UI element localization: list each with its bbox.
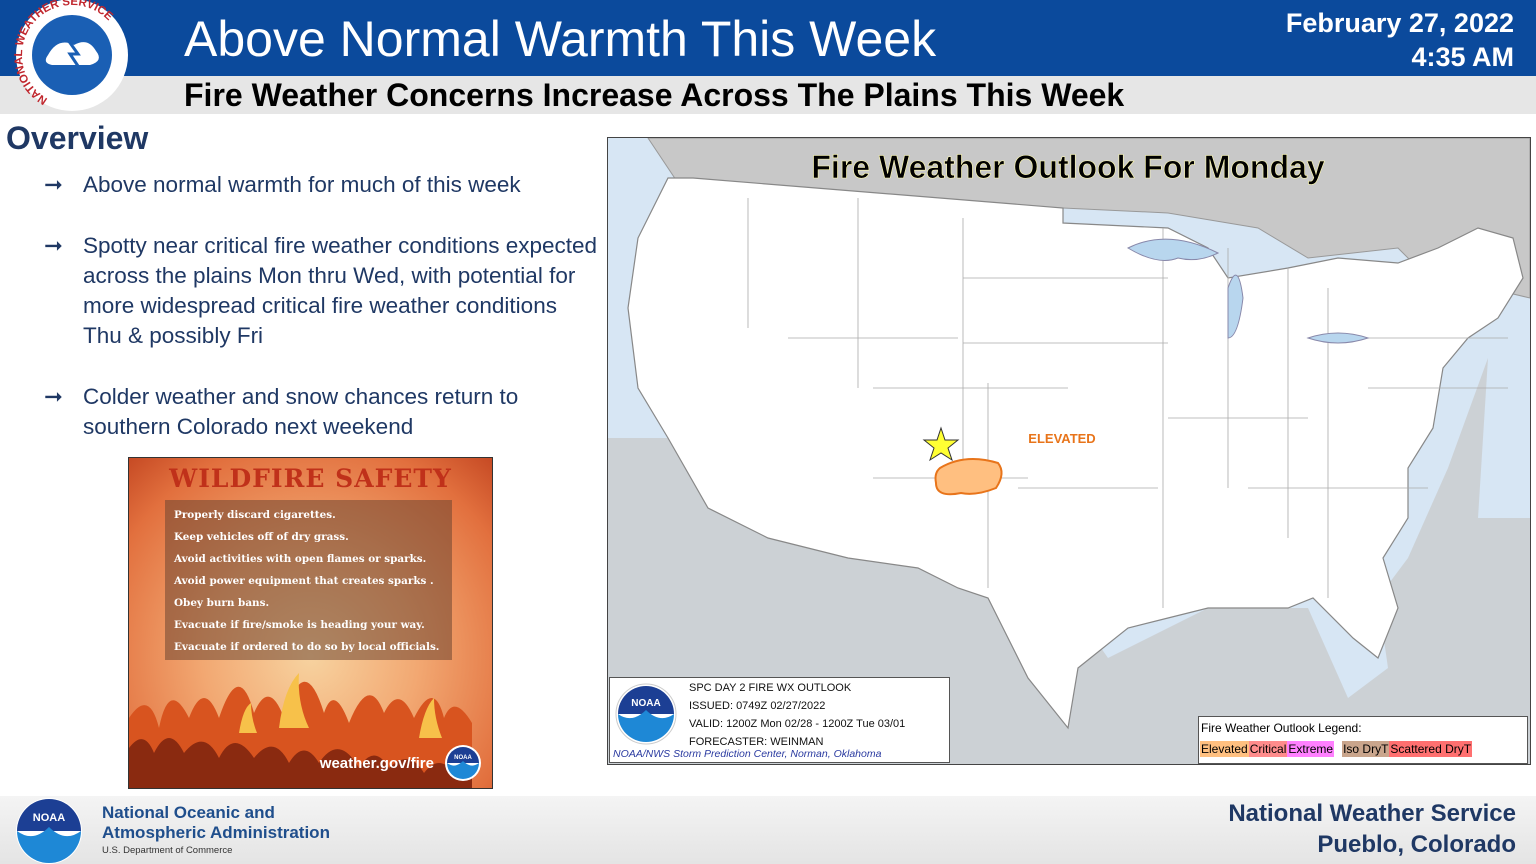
great-lakes bbox=[1126, 238, 1370, 344]
bullet: ➞ Spotty near critical fire weather condi… bbox=[44, 231, 599, 351]
logo-top bbox=[447, 747, 479, 763]
header-band bbox=[0, 0, 1536, 76]
bullet: ➞ Above normal warmth for much of this we… bbox=[44, 170, 599, 200]
logo-top bbox=[618, 686, 674, 714]
bullet: ➞ Colder weather and snow chances return … bbox=[44, 382, 599, 442]
time: 4:35 AM bbox=[1411, 42, 1514, 72]
overview-heading: Overview bbox=[6, 120, 149, 156]
office-line: Pueblo, Colorado bbox=[1317, 831, 1516, 858]
logo-bottom bbox=[447, 761, 479, 779]
outlook-map: ELEVATED Fire Weather Outlook For Monday… bbox=[607, 137, 1531, 765]
bullet-list: ➞ Above normal warmth for much of this we… bbox=[44, 170, 599, 473]
logo-bolt bbox=[66, 39, 84, 73]
timestamp: February 27, 2022 4:35 AM bbox=[1286, 6, 1514, 74]
logo-bottom bbox=[618, 710, 674, 742]
logo-label: NOAA bbox=[454, 755, 472, 761]
safety-tip: Avoid power equipment that creates spark… bbox=[174, 575, 434, 587]
issuance-line: VALID: 1200Z Mon 02/28 - 1200Z Tue 03/01 bbox=[689, 718, 906, 730]
legend-title: Fire Weather Outlook Legend: bbox=[1201, 721, 1362, 735]
legend-item: Extreme bbox=[1287, 741, 1335, 757]
pueblo-star bbox=[922, 426, 960, 462]
safety-tip: Evacuate if ordered to do so by local of… bbox=[174, 641, 440, 653]
flame-front bbox=[129, 738, 472, 788]
agency: National Oceanic and Atmospheric Adminis… bbox=[102, 803, 330, 843]
bullet-arrow: ➞ bbox=[44, 233, 63, 258]
legend-item: Critical bbox=[1248, 741, 1288, 757]
bullet-arrow: ➞ bbox=[44, 384, 63, 409]
legend-items: Elevated Critical Extreme Iso DryT Scattered… bbox=[1200, 741, 1527, 757]
department: U.S. Department of Commerce bbox=[102, 845, 233, 856]
elevated-area bbox=[934, 458, 1003, 496]
safety-title: WILDFIRE SAFETY bbox=[169, 464, 452, 493]
safety-tip: Keep vehicles off of dry grass. bbox=[174, 531, 349, 543]
legend-item: Iso DryT bbox=[1342, 741, 1390, 757]
legend-item: Scattered DryT bbox=[1389, 741, 1473, 757]
logo-label: NOAA bbox=[33, 812, 65, 824]
issuance-text: SPC DAY 2 FIRE WX OUTLOOK ISSUED: 0749Z 0… bbox=[689, 679, 905, 751]
legend: Fire Weather Outlook Legend: Elevated Cri… bbox=[1198, 716, 1528, 764]
issuance-box: NOAA SPC DAY 2 FIRE WX OUTLOOK ISSUED: 07… bbox=[609, 677, 950, 763]
noaa-logo-small: NOAA bbox=[445, 745, 481, 781]
subheader-band bbox=[0, 76, 1536, 114]
safety-tip: Properly discard cigarettes. bbox=[174, 509, 336, 521]
office-line: National Weather Service bbox=[1228, 800, 1516, 827]
issuance-line: SPC DAY 2 FIRE WX OUTLOOK bbox=[689, 682, 852, 694]
issuance-line: ISSUED: 0749Z 02/27/2022 bbox=[689, 700, 826, 712]
tips-box: Properly discard cigarettes. Keep vehicle… bbox=[165, 500, 452, 660]
safety-tip: Obey burn bans. bbox=[174, 597, 270, 609]
agency-line: National Oceanic and bbox=[102, 803, 275, 822]
map-svg: ELEVATED Fire Weather Outlook For Monday bbox=[608, 138, 1530, 764]
office: National Weather Service Pueblo, Colorad… bbox=[1228, 798, 1516, 860]
bullet-text: Colder weather and snow chances return t… bbox=[83, 384, 519, 439]
mexico bbox=[608, 358, 1530, 764]
title: Above Normal Warmth This Week bbox=[184, 11, 937, 67]
logo-label: NOAA bbox=[631, 698, 660, 709]
map-title: Fire Weather Outlook For Monday bbox=[811, 149, 1324, 185]
bullet-arrow: ➞ bbox=[44, 172, 63, 197]
elevated-label: ELEVATED bbox=[1028, 431, 1095, 446]
legend-item: Elevated bbox=[1200, 741, 1249, 757]
united-states bbox=[627, 177, 1524, 730]
safety-url: weather.gov/fire bbox=[319, 755, 434, 772]
logo-top bbox=[17, 799, 81, 831]
safety-tip: Evacuate if fire/smoke is heading your w… bbox=[174, 619, 425, 631]
bullet-text: Above normal warmth for much of this wee… bbox=[83, 172, 521, 197]
logo-bottom bbox=[17, 827, 81, 863]
subtitle: Fire Weather Concerns Increase Across Th… bbox=[184, 77, 1125, 113]
agency-line: Atmospheric Administration bbox=[102, 823, 330, 842]
credit: NOAA/NWS Storm Prediction Center, Norman… bbox=[613, 748, 882, 760]
noaa-logo: NOAA bbox=[16, 798, 82, 864]
date: February 27, 2022 bbox=[1285, 8, 1514, 38]
flame-highlight bbox=[239, 673, 442, 738]
flames bbox=[129, 673, 472, 788]
safety-tip: Avoid activities with open flames or spa… bbox=[174, 553, 427, 565]
footer-band bbox=[0, 796, 1536, 864]
wildfire-safety-graphic: WILDFIRE SAFETY Properly discard cigaret… bbox=[128, 457, 493, 789]
issuance-line: FORECASTER: WEINMAN bbox=[689, 736, 824, 748]
bullet-text: Spotty near critical fire weather condit… bbox=[83, 233, 598, 348]
nws-logo: NATIONAL WEATHER SERVICE bbox=[13, 0, 128, 111]
noaa-logo-map: NOAA bbox=[615, 683, 677, 745]
